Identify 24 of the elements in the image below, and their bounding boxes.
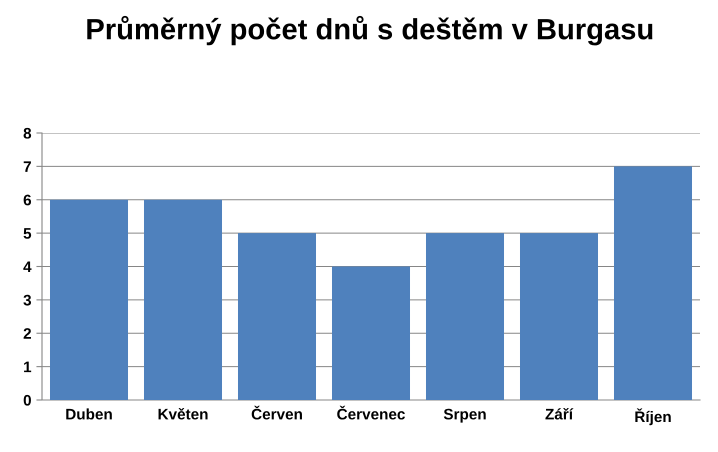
bar xyxy=(238,233,316,400)
bar xyxy=(426,233,504,400)
y-tick-label: 3 xyxy=(23,294,32,306)
y-tick-label: 4 xyxy=(23,262,32,272)
x-tick-label: Září xyxy=(545,408,574,420)
bar xyxy=(614,166,692,400)
y-tick-label: 8 xyxy=(24,128,32,139)
x-tick-label: Červenec xyxy=(337,406,405,420)
y-tick-label: 0 xyxy=(24,394,31,406)
y-tick-label: 7 xyxy=(24,161,31,172)
bar xyxy=(144,200,222,400)
x-tick-label: Říjen xyxy=(635,408,671,426)
y-tick-label: 6 xyxy=(24,194,32,206)
bar xyxy=(332,266,410,400)
chart-title: Průměrný počet dnů s deštěm v Burgasu xyxy=(87,16,652,46)
y-tick-label: 1 xyxy=(24,362,32,372)
x-tick-label: Srpen xyxy=(444,408,486,423)
x-tick-label: Duben xyxy=(66,408,112,420)
x-tick-label: Květen xyxy=(158,408,208,420)
bar xyxy=(520,233,598,400)
bar xyxy=(50,200,128,400)
x-tick-label: Červen xyxy=(252,406,302,420)
y-tick-label: 2 xyxy=(24,328,31,339)
y-tick-label: 5 xyxy=(24,228,32,239)
